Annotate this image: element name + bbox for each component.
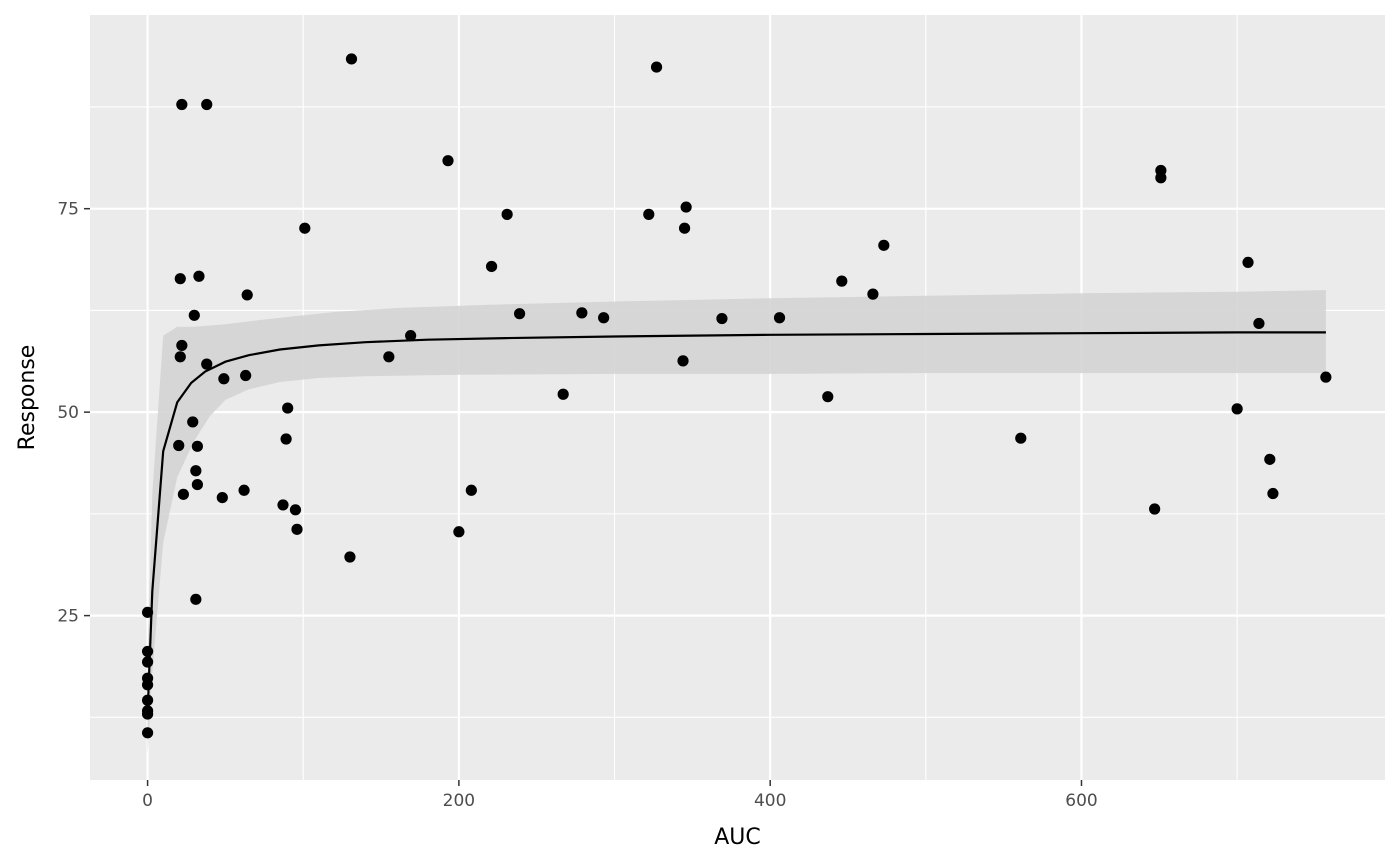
data-point [405, 330, 417, 342]
data-point [1149, 503, 1161, 515]
data-point [238, 484, 250, 496]
data-point [191, 440, 203, 452]
data-point [344, 551, 356, 563]
data-point [277, 499, 289, 511]
data-point [218, 373, 230, 385]
data-point [188, 309, 200, 321]
data-point [836, 275, 848, 287]
data-point [485, 260, 498, 273]
data-point [176, 98, 188, 111]
data-point [1231, 403, 1243, 415]
data-point [289, 504, 302, 516]
data-point [501, 208, 513, 220]
data-point [513, 308, 526, 320]
data-point [383, 351, 395, 363]
data-point [141, 679, 154, 691]
x-axis-ticks: 0 200 400 600 [142, 780, 1098, 811]
fit-line [146, 331, 1326, 714]
data-point [201, 98, 213, 111]
data-point [176, 339, 188, 352]
data-point [557, 388, 569, 400]
data-point [677, 355, 689, 367]
data-point [576, 307, 588, 319]
data-point [465, 484, 477, 496]
data-point [193, 270, 205, 282]
data-point [680, 201, 692, 213]
data-point [240, 369, 252, 382]
data-point [141, 694, 154, 706]
data-point [1242, 256, 1254, 269]
data-point [1264, 453, 1276, 465]
data-point [174, 351, 186, 363]
data-point [773, 312, 786, 324]
data-points [141, 53, 1332, 739]
data-point [177, 488, 189, 500]
data-point [141, 727, 154, 739]
data-point [878, 239, 890, 251]
data-point [141, 708, 154, 720]
data-point [141, 645, 154, 658]
data-point [191, 478, 203, 491]
data-point [291, 523, 303, 535]
y-tick-label: 75 [57, 200, 79, 220]
data-point [280, 433, 292, 445]
x-axis-title: AUC [714, 825, 761, 850]
plot-panel [90, 15, 1385, 780]
y-axis-title: Response [15, 345, 40, 451]
y-tick-label: 50 [57, 403, 79, 423]
data-point [187, 416, 199, 428]
data-point [141, 656, 154, 668]
y-axis-ticks: 25 50 75 [57, 200, 90, 627]
data-point [141, 606, 154, 618]
data-point [1155, 172, 1167, 184]
data-point [442, 155, 454, 167]
data-point [241, 289, 253, 301]
data-point [453, 526, 465, 538]
data-point [1320, 371, 1332, 383]
data-point [282, 402, 294, 414]
data-point [299, 222, 311, 234]
data-point [598, 312, 610, 324]
data-point [1015, 432, 1027, 444]
data-point [650, 61, 663, 73]
data-point [1253, 317, 1265, 330]
data-point [174, 273, 186, 285]
data-point [716, 312, 728, 325]
data-point [643, 208, 655, 220]
data-point [678, 222, 691, 234]
data-point [190, 465, 202, 477]
x-tick-label: 0 [142, 791, 153, 811]
x-tick-label: 400 [754, 791, 786, 811]
data-point [216, 492, 228, 504]
data-point [201, 358, 213, 370]
x-tick-label: 200 [443, 791, 475, 811]
data-point [1267, 487, 1279, 500]
confidence-ribbon [147, 290, 1326, 754]
y-tick-label: 25 [57, 607, 79, 627]
data-point [822, 391, 834, 403]
data-point [173, 439, 185, 452]
data-point [345, 53, 358, 65]
data-point [867, 288, 879, 300]
major-gridlines [90, 15, 1385, 780]
data-point [190, 593, 202, 605]
x-tick-label: 600 [1065, 791, 1097, 811]
